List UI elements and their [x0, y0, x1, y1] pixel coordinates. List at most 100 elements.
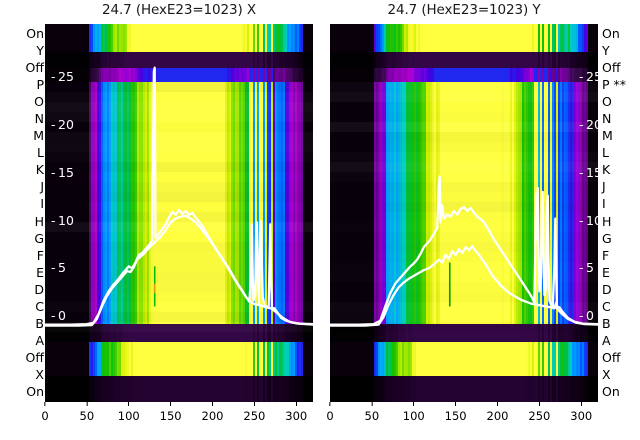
heatmap-cell: [350, 52, 353, 68]
heatmap-cell: [588, 24, 591, 52]
heatmap-cell: [392, 68, 395, 82]
heatmap-cell: [129, 52, 132, 68]
heatmap-cell: [135, 24, 138, 52]
heatmap-cell: [474, 324, 477, 342]
heatmap-cell: [79, 52, 82, 68]
heatmap-cell: [542, 68, 545, 82]
heatmap-cell: [412, 342, 415, 376]
panel-y[interactable]: [330, 24, 598, 402]
heatmap-cell: [552, 68, 555, 82]
heatmap-cell: [185, 82, 188, 324]
heatmap-cell: [356, 52, 359, 68]
heatmap-cell: [161, 376, 164, 402]
heatmap-cell: [530, 68, 533, 82]
heatmap-cell: [75, 52, 78, 68]
heatmap-cell: [436, 52, 439, 68]
heatmap-cell: [398, 52, 401, 68]
heatmap-cell: [131, 376, 134, 402]
heatmap-cell: [167, 324, 170, 342]
heatmap-plot-x[interactable]: [45, 24, 313, 402]
heatmap-cell: [466, 52, 469, 68]
heatmap-cell: [362, 376, 365, 402]
heatmap-cell: [115, 376, 118, 402]
heatmap-cell: [588, 52, 591, 68]
heatmap-cell: [61, 342, 64, 376]
heatmap-cell: [297, 52, 300, 68]
heatmap-cell: [548, 82, 551, 324]
heatmap-cell: [273, 52, 276, 68]
heatmap-cell: [436, 68, 439, 82]
heatmap-cell: [163, 82, 166, 324]
heatmap-cell: [510, 82, 513, 324]
heatmap-plot-y[interactable]: [330, 24, 598, 402]
heatmap-cell: [348, 342, 351, 376]
heatmap-cell: [480, 342, 483, 376]
heatmap-cell: [227, 342, 230, 376]
heatmap-cell: [498, 376, 501, 402]
heatmap-cell: [344, 376, 347, 402]
heatmap-cell: [165, 342, 168, 376]
heatmap-cell: [586, 24, 589, 52]
heatmap-cell: [414, 24, 417, 52]
heatmap-cell: [249, 342, 252, 376]
heatmap-cell: [87, 52, 90, 68]
heatmap-cell: [358, 82, 361, 324]
category-label: Off: [25, 349, 44, 365]
heatmap-cell: [129, 68, 132, 82]
heatmap-cell: [59, 324, 62, 342]
heatmap-cell: [360, 342, 363, 376]
heatmap-cell: [460, 342, 463, 376]
x-tick-mark: [580, 402, 582, 406]
heatmap-cell: [223, 68, 226, 82]
heatmap-cell: [472, 24, 475, 52]
heatmap-cell: [247, 68, 250, 82]
heatmap-cell: [442, 24, 445, 52]
heatmap-cell: [536, 324, 539, 342]
heatmap-cell: [131, 82, 134, 324]
heatmap-cell: [540, 68, 543, 82]
heatmap-cell: [145, 68, 148, 82]
heatmap-cell: [426, 24, 429, 52]
heatmap-cell: [380, 68, 383, 82]
heatmap-cell: [145, 342, 148, 376]
heatmap-cell: [113, 376, 116, 402]
heatmap-cell: [105, 52, 108, 68]
heatmap-cell: [97, 68, 100, 82]
heatmap-cell: [520, 82, 523, 324]
x-tick-mark: [371, 402, 373, 406]
heatmap-cell: [255, 376, 258, 402]
heatmap-cell: [590, 68, 593, 82]
heatmap-cell: [562, 342, 565, 376]
heatmap-cell: [87, 324, 90, 342]
heatmap-cell: [416, 342, 419, 376]
heatmap-cell: [594, 24, 597, 52]
heatmap-cell: [510, 324, 513, 342]
heatmap-cell: [83, 82, 86, 324]
heatmap-cell: [303, 324, 306, 342]
heatmap-cell: [241, 82, 244, 324]
heatmap-cell: [400, 68, 403, 82]
heatmap-cell: [53, 68, 56, 82]
heatmap-cell: [342, 24, 345, 52]
category-label: X: [35, 366, 44, 382]
heatmap-cell: [384, 52, 387, 68]
heatmap-cell: [544, 24, 547, 52]
heatmap-cell: [464, 324, 467, 342]
heatmap-cell: [332, 342, 335, 376]
heatmap-cell: [490, 82, 493, 324]
panel-x[interactable]: [45, 24, 313, 402]
heatmap-cell: [299, 52, 302, 68]
heatmap-cell: [149, 82, 152, 324]
heatmap-cell: [450, 376, 453, 402]
heatmap-cell: [556, 68, 559, 82]
heatmap-cell: [484, 324, 487, 342]
heatmap-cell: [462, 376, 465, 402]
heatmap-cell: [183, 324, 186, 342]
heatmap-cell: [498, 52, 501, 68]
heatmap-cell: [141, 376, 144, 402]
heatmap-cell: [500, 52, 503, 68]
heatmap-cell: [476, 82, 479, 324]
heatmap-cell: [67, 68, 70, 82]
heatmap-cell: [173, 52, 176, 68]
heatmap-cell: [404, 376, 407, 402]
